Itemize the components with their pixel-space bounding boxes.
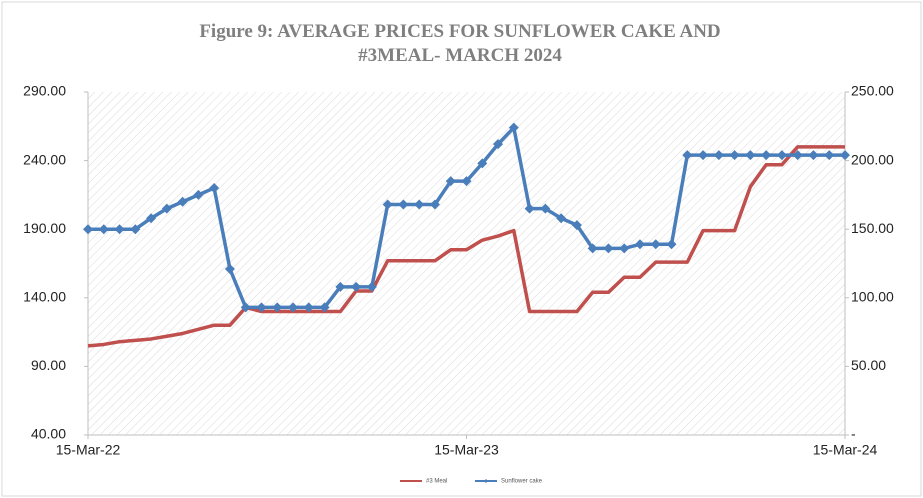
legend-label: Sunflower cake [501, 479, 543, 485]
series-marker [619, 243, 630, 254]
series-marker [761, 150, 772, 161]
legend-marker [484, 479, 488, 483]
series-marker [319, 302, 330, 313]
series-marker [209, 183, 220, 194]
y2-tick-label: 200.00 [851, 151, 894, 167]
y2-tick-label: 150.00 [851, 220, 894, 236]
series-marker [351, 281, 362, 292]
series-marker [445, 176, 456, 187]
y-tick-label: 190.00 [23, 220, 66, 236]
chart-title: Figure 9: AVERAGE PRICES FOR SUNFLOWER C… [199, 21, 721, 66]
series-marker [335, 281, 346, 292]
series-marker [272, 302, 283, 313]
series-marker [493, 139, 504, 150]
y2-tick-label: 50.00 [851, 357, 886, 373]
series-marker [571, 220, 582, 231]
series-marker [477, 158, 488, 169]
series-marker [792, 150, 803, 161]
series-marker [776, 150, 787, 161]
y2-tick-label: 250.00 [851, 83, 894, 99]
series-marker [193, 189, 204, 200]
y-tick-label: 240.00 [23, 151, 66, 167]
y-tick-label: 140.00 [23, 289, 66, 305]
series-marker [556, 213, 567, 224]
series-marker [130, 224, 141, 235]
series-marker [524, 203, 535, 214]
y2-tick-label: 100.00 [851, 289, 894, 305]
series-marker [745, 150, 756, 161]
series-marker [83, 224, 93, 235]
series-marker [177, 196, 188, 207]
y-tick-label: 40.00 [31, 426, 66, 442]
series-marker [146, 213, 157, 224]
series-marker [429, 199, 440, 210]
series-marker [634, 239, 645, 250]
series-marker [540, 203, 551, 214]
series-marker [461, 176, 472, 187]
series-line [87, 145, 845, 348]
series-marker [303, 302, 314, 313]
y-tick-label: 90.00 [31, 357, 66, 373]
plot-area [88, 92, 845, 435]
series-marker [98, 224, 109, 235]
series-marker [414, 199, 425, 210]
series-marker [256, 302, 267, 313]
series-marker [603, 243, 614, 254]
series-marker [587, 243, 598, 254]
series-marker [824, 150, 835, 161]
series-marker [161, 203, 172, 214]
series-marker [698, 150, 709, 161]
series-marker [650, 239, 661, 250]
series-marker [224, 263, 235, 274]
series-marker [729, 150, 740, 161]
series-marker [382, 199, 393, 210]
x-tick-label: 15-Mar-22 [56, 442, 121, 458]
y2-tick-label: - [851, 426, 856, 442]
legend-label: #3 Meal [426, 479, 447, 485]
x-tick-label: 15-Mar-23 [434, 442, 499, 458]
series-marker [240, 302, 251, 313]
series-marker [508, 122, 519, 133]
series-marker [398, 199, 409, 210]
series-marker [666, 239, 677, 250]
series-marker [288, 302, 299, 313]
series-marker [366, 281, 377, 292]
series-marker [713, 150, 724, 161]
series-marker [114, 224, 125, 235]
x-tick-label: 15-Mar-24 [813, 442, 878, 458]
series-marker [808, 150, 819, 161]
series-marker [682, 150, 693, 161]
y-tick-label: 290.00 [23, 83, 66, 99]
series-marker [840, 150, 850, 161]
